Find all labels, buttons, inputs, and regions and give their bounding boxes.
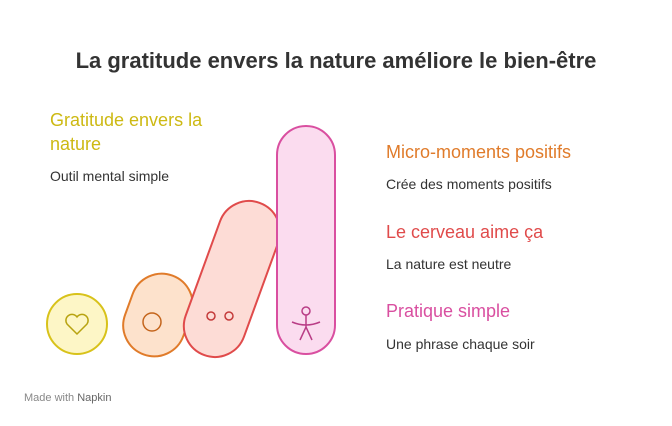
item-description: Outil mental simple: [50, 168, 170, 184]
icon: [224, 311, 234, 321]
item-title: Pratique simple: [386, 301, 511, 321]
icon: [142, 312, 162, 332]
icon: [206, 311, 216, 321]
item-description: La nature est neutre: [386, 256, 512, 272]
item-title: Gratitude envers la nature: [50, 110, 203, 154]
item-title: Micro-moments positifs: [386, 142, 572, 162]
icon: [65, 313, 89, 336]
footer-prefix: Made with: [24, 392, 75, 404]
footer: Made with Napkin: [24, 392, 111, 404]
item-description: Crée des moments positifs: [386, 176, 552, 192]
item-description: Une phrase chaque soir: [386, 336, 535, 352]
pill-shape: [276, 125, 336, 355]
title: La gratitude envers la nature améliore l…: [75, 48, 597, 73]
footer-brand: Napkin: [77, 392, 112, 404]
icon: [291, 315, 321, 341]
item-title: Le cerveau aime ça: [386, 222, 544, 242]
pill-shape: [182, 200, 282, 358]
circle-shape: [46, 293, 108, 355]
